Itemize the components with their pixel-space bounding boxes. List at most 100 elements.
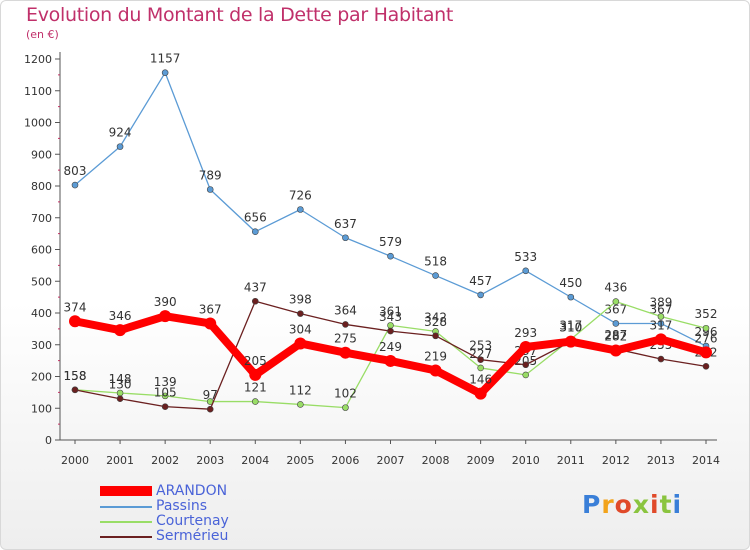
x-tick-label: 2005 <box>286 454 314 467</box>
data-label-passins: 450 <box>559 276 582 290</box>
data-label-sermerieu: 398 <box>289 293 312 307</box>
data-label-sermerieu: 253 <box>469 339 492 353</box>
data-point-passins <box>387 252 394 260</box>
x-tick-label: 2013 <box>647 454 675 467</box>
y-tick-label: 1000 <box>24 117 52 130</box>
data-point-courtenay <box>522 371 530 379</box>
data-label-courtenay: 389 <box>649 295 672 309</box>
x-tick-label: 2002 <box>151 454 179 467</box>
y-tick-label: 1200 <box>24 53 52 66</box>
data-point-sermerieu <box>522 361 530 369</box>
legend-label-sermerieu: Sermérieu <box>156 528 229 544</box>
data-label-passins: 803 <box>64 164 87 178</box>
x-tick-label: 2014 <box>692 454 720 467</box>
data-label-sermerieu: 158 <box>64 369 87 383</box>
x-tick-label: 2000 <box>61 454 89 467</box>
data-label-sermerieu: 97 <box>203 388 218 402</box>
data-point-arandon <box>654 333 667 346</box>
data-label-courtenay: 158 <box>64 369 87 383</box>
proxiti-logo: Proxiti <box>582 490 682 519</box>
data-label-arandon: 317 <box>649 318 672 332</box>
data-label-courtenay: 139 <box>154 375 177 389</box>
data-point-arandon <box>294 337 307 350</box>
data-point-sermerieu <box>432 332 439 340</box>
data-label-courtenay: 102 <box>334 387 357 401</box>
data-point-passins <box>297 206 304 213</box>
logo-letter: r <box>601 490 615 519</box>
data-point-courtenay <box>477 364 484 372</box>
legend-label-arandon: ARANDON <box>156 483 228 499</box>
logo-letter: x <box>632 490 650 519</box>
data-label-arandon: 205 <box>244 354 267 368</box>
data-label-courtenay: 121 <box>244 381 267 395</box>
data-label-arandon: 219 <box>424 349 447 363</box>
data-label-sermerieu: 437 <box>244 280 267 294</box>
data-point-passins <box>206 186 214 193</box>
y-tick-label: 1100 <box>24 85 52 98</box>
data-label-courtenay: 342 <box>424 310 447 324</box>
x-tick-label: 2010 <box>512 454 540 467</box>
y-tick-label: 100 <box>31 402 52 415</box>
data-point-arandon <box>159 310 172 323</box>
data-label-passins: 789 <box>199 168 222 182</box>
legend-label-courtenay: Courtenay <box>156 513 229 529</box>
data-label-courtenay: 148 <box>109 372 132 386</box>
data-point-courtenay <box>612 298 620 305</box>
data-point-sermerieu <box>297 310 304 317</box>
data-label-arandon: 249 <box>379 340 402 354</box>
data-point-arandon <box>249 368 262 381</box>
data-label-sermerieu: 130 <box>109 378 132 392</box>
data-point-passins <box>432 272 439 279</box>
legend-label-passins: Passins <box>156 498 208 514</box>
data-point-passins <box>657 320 665 327</box>
data-label-passins: 367 <box>649 302 672 316</box>
data-point-arandon <box>519 340 532 353</box>
x-tick-label: 2009 <box>467 454 495 467</box>
data-point-sermerieu <box>387 327 394 335</box>
data-label-passins: 457 <box>469 274 492 288</box>
logo-letter: P <box>582 490 602 519</box>
data-point-arandon <box>429 364 442 377</box>
data-label-passins: 518 <box>424 255 447 269</box>
data-point-sermerieu <box>657 355 665 363</box>
y-tick-label: 600 <box>31 244 52 257</box>
data-label-arandon: 276 <box>695 331 718 345</box>
data-point-passins <box>477 291 484 299</box>
data-point-arandon <box>564 335 577 348</box>
data-label-passins: 579 <box>379 235 402 249</box>
data-point-arandon <box>700 346 712 359</box>
x-tick-label: 2001 <box>106 454 134 467</box>
data-label-sermerieu: 310 <box>559 321 582 335</box>
x-tick-label: 2008 <box>422 454 450 467</box>
logo-letter: i <box>650 490 660 519</box>
data-label-courtenay: 352 <box>695 307 718 321</box>
data-point-sermerieu <box>251 297 259 305</box>
data-point-arandon <box>384 354 397 367</box>
y-tick-label: 500 <box>31 275 52 288</box>
logo-letter: o <box>614 490 633 519</box>
data-point-passins <box>116 143 124 150</box>
data-point-courtenay <box>297 401 304 408</box>
data-point-passins <box>251 228 259 236</box>
data-label-passins: 637 <box>334 217 357 231</box>
data-point-arandon <box>474 387 487 400</box>
data-point-arandon <box>114 324 127 337</box>
data-label-sermerieu: 343 <box>379 310 402 324</box>
data-label-passins: 1157 <box>150 52 181 66</box>
data-label-sermerieu: 364 <box>334 303 357 317</box>
data-point-passins <box>612 320 620 327</box>
y-tick-label: 300 <box>31 339 52 352</box>
data-label-sermerieu: 328 <box>424 315 447 329</box>
data-label-sermerieu: 287 <box>604 328 627 342</box>
data-point-sermerieu <box>71 386 79 394</box>
x-tick-label: 2006 <box>331 454 359 467</box>
data-label-passins: 924 <box>109 126 132 140</box>
data-label-arandon: 367 <box>199 302 222 316</box>
logo-letter: i <box>672 490 683 519</box>
data-point-passins <box>342 234 349 242</box>
x-tick-label: 2003 <box>196 454 224 467</box>
data-label-arandon: 146 <box>469 373 492 387</box>
data-point-passins <box>567 293 575 301</box>
